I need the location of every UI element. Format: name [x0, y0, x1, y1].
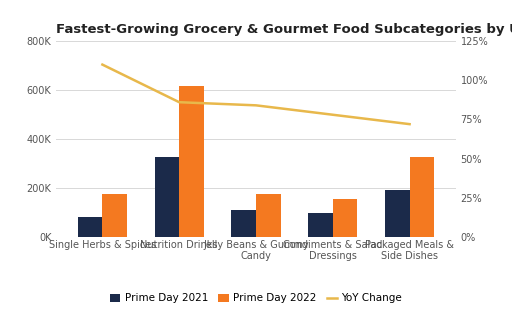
Bar [78, 217, 102, 237]
Bar [231, 210, 256, 237]
YoY Change [330, 113, 336, 117]
Bar [102, 194, 127, 237]
Bar [410, 157, 434, 237]
Line: YoY Change: YoY Change [102, 64, 410, 124]
Bar [385, 191, 410, 237]
YoY Change [407, 122, 413, 126]
YoY Change [253, 103, 259, 107]
Bar [179, 86, 204, 237]
YoY Change [99, 63, 105, 66]
Text: Fastest-Growing Grocery & Gourmet Food Subcategories by Units Sold: Fastest-Growing Grocery & Gourmet Food S… [56, 23, 512, 36]
Bar [308, 212, 333, 237]
Bar [155, 157, 179, 237]
Bar [333, 199, 357, 237]
Legend: Prime Day 2021, Prime Day 2022, YoY Change: Prime Day 2021, Prime Day 2022, YoY Chan… [106, 289, 406, 308]
YoY Change [176, 100, 182, 104]
Bar [256, 194, 281, 237]
